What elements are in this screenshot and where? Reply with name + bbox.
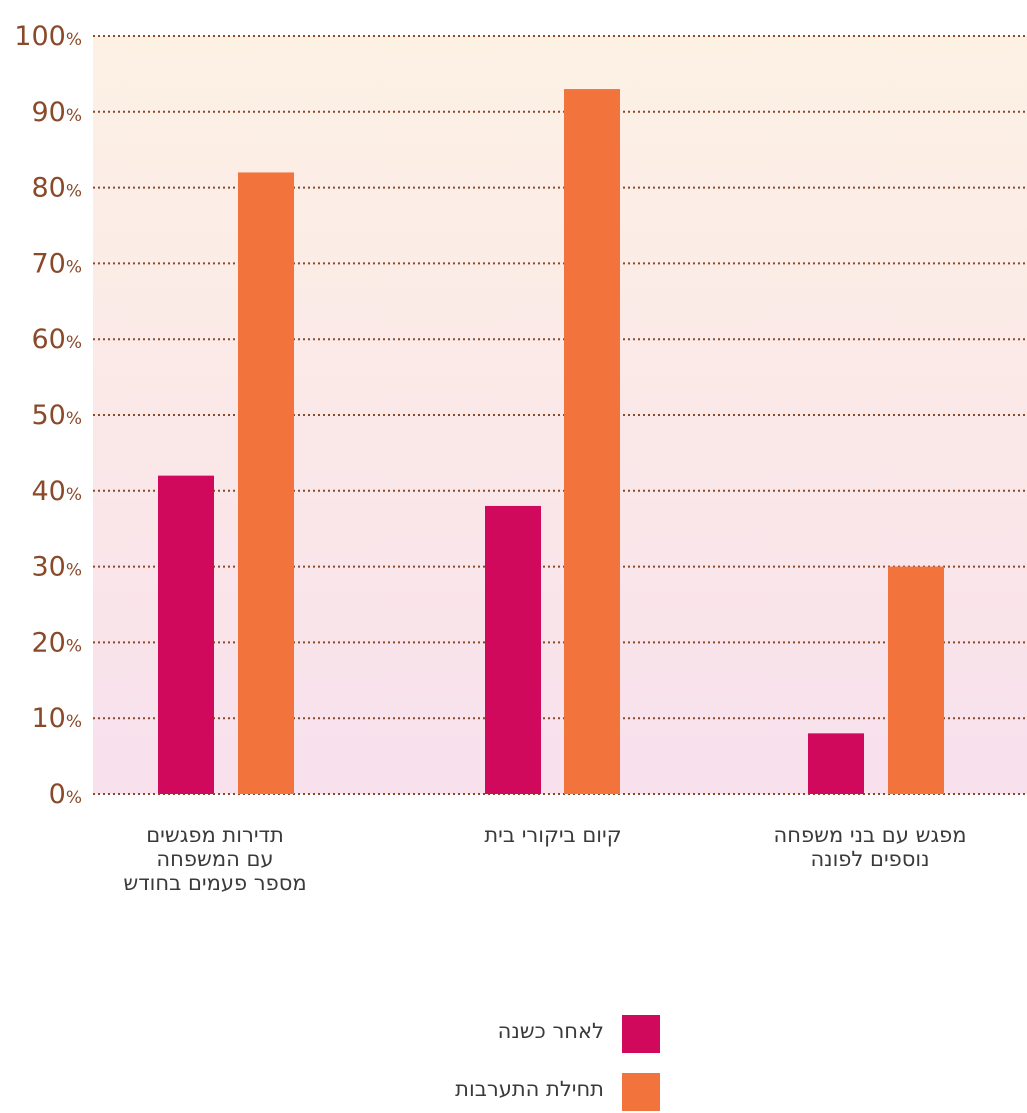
category-label: מפגש עם בני משפחה נוספים לפונה [773,823,967,871]
y-tick-label: 30% [31,552,82,583]
legend-item-after-year: לאחר כשנה [380,1015,660,1055]
legend-swatch [622,1073,660,1111]
y-tick-label: 50% [31,400,82,431]
bar [888,566,944,794]
bar [564,89,620,794]
bar [808,733,864,794]
y-tick-label: 0% [49,779,82,810]
bar [485,505,541,794]
legend-item-intervention-start: תחילת התערבות [380,1073,660,1113]
y-tick-label: 70% [31,248,82,279]
y-tick-label: 20% [31,627,82,658]
category-label: תדירות מפגשים עם המשפחה מספר פעמים בחודש [123,823,307,895]
bar [238,172,294,794]
bar-chart: 0% 10% 20% 30% 40% 50% 60% 70% 80% 90% 100% [14,21,1027,810]
y-tick-label: 40% [31,476,82,507]
legend-label: לאחר כשנה [497,1019,604,1043]
bar [158,475,214,794]
y-tick-label: 80% [31,173,82,204]
y-axis-ticks: 0% 10% 20% 30% 40% 50% 60% 70% 80% 90% 100% [14,21,82,810]
bars [158,89,944,794]
y-tick-label: 90% [31,97,82,128]
legend-label: תחילת התערבות [455,1077,604,1101]
y-tick-label: 100% [14,21,82,52]
legend-swatch [622,1015,660,1053]
y-tick-label: 10% [31,703,82,734]
y-tick-label: 60% [31,324,82,355]
category-label: קיום ביקורי בית [484,823,622,847]
